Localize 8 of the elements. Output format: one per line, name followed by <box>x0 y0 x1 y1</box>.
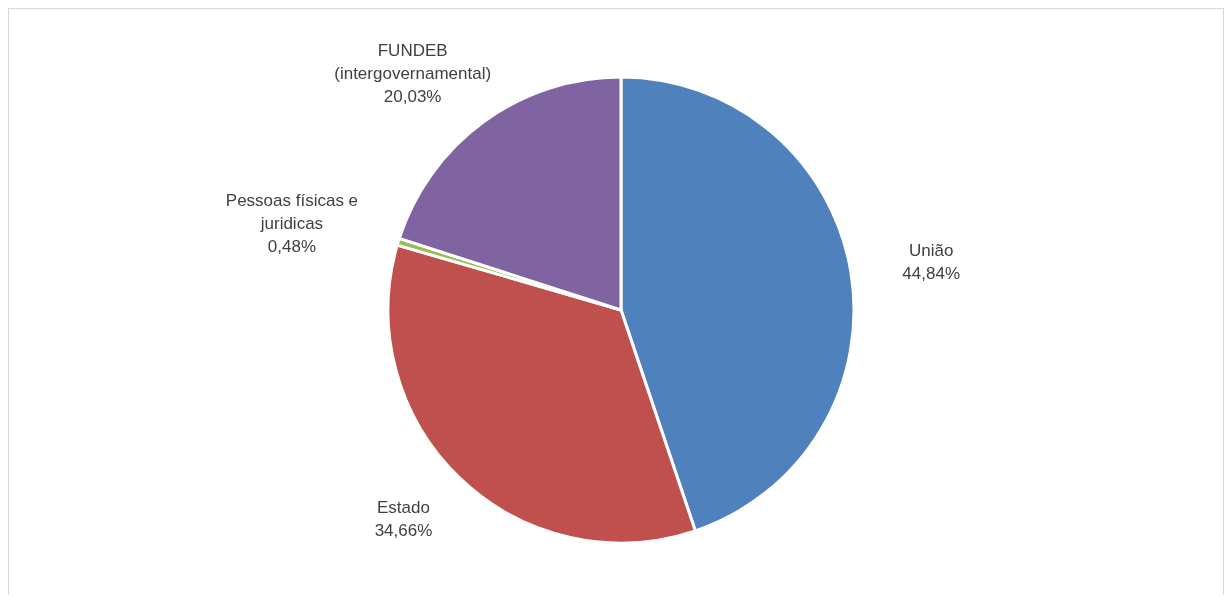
data-label: 0,48% <box>267 237 317 257</box>
data-label: 34,66% <box>374 521 433 541</box>
slice-label: Estado <box>377 498 430 518</box>
slice-label: FUNDEB (intergovernamental) <box>334 41 492 84</box>
data-label: 20,03% <box>383 86 442 106</box>
slice-label: União <box>908 240 954 260</box>
data-label: 44,84% <box>902 263 961 283</box>
slice-label: Pessoas físicas e juridicas <box>225 191 359 234</box>
